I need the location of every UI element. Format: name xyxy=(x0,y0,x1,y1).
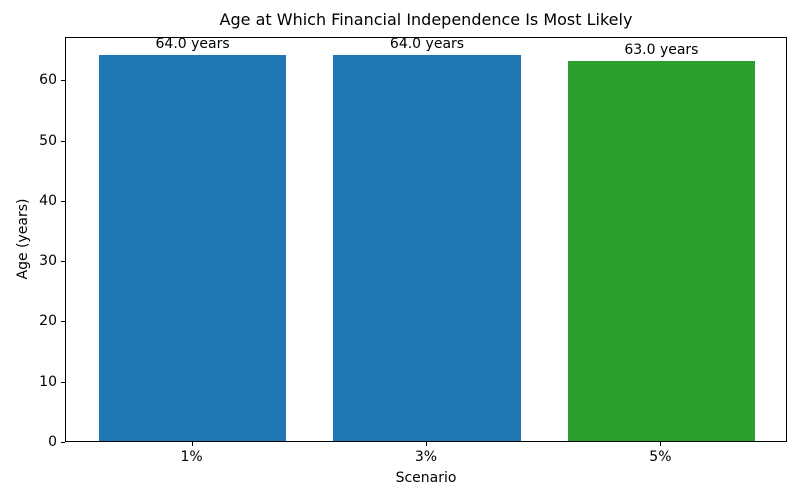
bar-5% xyxy=(567,61,756,441)
x-tick-label: 5% xyxy=(649,449,672,465)
y-tick-label: 20 xyxy=(39,313,57,330)
bar-value-label: 64.0 years xyxy=(389,36,465,53)
x-tick-mark xyxy=(426,442,427,446)
y-tick-label: 60 xyxy=(39,72,57,89)
y-tick-label: 0 xyxy=(48,434,57,450)
x-tick-label: 1% xyxy=(180,449,203,465)
y-tick-mark xyxy=(61,442,65,443)
x-tick-mark xyxy=(660,442,662,446)
y-tick-label: 40 xyxy=(39,192,57,209)
bar-1% xyxy=(98,55,287,441)
y-tick-mark xyxy=(61,381,65,383)
y-tick-mark xyxy=(61,261,65,263)
y-tick-mark xyxy=(61,140,65,142)
y-tick-label: 50 xyxy=(39,132,57,149)
y-tick-label: 10 xyxy=(39,373,57,390)
chart-title: Age at Which Financial Independence Is M… xyxy=(219,10,633,29)
bar-value-label: 64.0 years xyxy=(155,36,230,53)
x-tick-mark xyxy=(191,442,193,446)
bar-3% xyxy=(333,55,521,441)
bar-value-label: 63.0 years xyxy=(624,42,699,59)
x-tick-label: 3% xyxy=(414,449,438,465)
y-tick-mark xyxy=(61,80,65,82)
y-tick-label: 30 xyxy=(39,253,57,270)
y-tick-mark xyxy=(61,321,65,323)
x-axis-label: Scenario xyxy=(395,470,457,486)
y-tick-mark xyxy=(61,200,65,202)
plot-area: 64.0 years 64.0 years 63.0 years xyxy=(65,37,787,442)
